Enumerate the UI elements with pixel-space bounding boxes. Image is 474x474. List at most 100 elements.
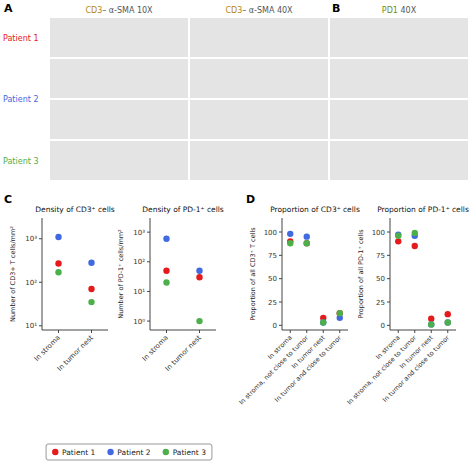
image-placeholder <box>330 18 468 57</box>
image-placeholder <box>190 100 328 139</box>
y-axis-label: Number of CD3+ T cells/mm² <box>9 226 17 322</box>
points <box>287 231 343 326</box>
y-tick <box>39 238 42 239</box>
point <box>55 269 61 275</box>
y-tick <box>39 282 42 283</box>
chart: 10¹10²10³In stromaIn tumor nestNumber of… <box>9 205 115 373</box>
x-tick <box>58 330 59 333</box>
image-placeholder <box>190 59 328 98</box>
y-tick <box>147 321 150 322</box>
y-axis-label: Proportion of all PD-1⁺ cells <box>357 229 365 319</box>
y-tick-label: 100 <box>372 229 385 237</box>
x-tick <box>339 330 340 333</box>
x-tick <box>414 330 415 333</box>
x-tick <box>306 330 307 333</box>
point <box>337 310 343 316</box>
y-tick <box>147 291 150 292</box>
point <box>428 321 434 327</box>
point <box>395 233 401 239</box>
point <box>445 319 451 325</box>
x-axis-line <box>42 330 108 331</box>
y-tick <box>387 255 390 256</box>
y-tick <box>147 232 150 233</box>
row-label: Patient 1 <box>3 34 39 43</box>
point <box>320 319 326 325</box>
y-axis-label: Proportion of all CD3⁺ T cells <box>249 227 257 321</box>
y-tick-label: 75 <box>268 252 277 260</box>
point <box>88 299 94 305</box>
point <box>196 318 202 324</box>
point <box>428 321 434 327</box>
legend-swatch <box>107 449 113 455</box>
point <box>163 279 169 285</box>
y-tick <box>39 325 42 326</box>
x-tick <box>91 330 92 333</box>
image-placeholder <box>190 18 328 57</box>
chart-title: Proportion of PD-1⁺ cells <box>377 205 469 214</box>
point <box>196 274 202 280</box>
y-tick-label: 50 <box>268 275 277 283</box>
y-tick-label: 10³ <box>133 229 145 237</box>
point <box>163 268 169 274</box>
point <box>320 319 326 325</box>
point <box>196 268 202 274</box>
point <box>445 311 451 317</box>
legend-frame <box>46 444 212 460</box>
point <box>304 240 310 246</box>
x-tick <box>431 330 432 333</box>
chart: 0255075100In stromaIn stroma, not close … <box>345 205 468 406</box>
y-axis-line <box>282 218 283 330</box>
legend-label: Patient 3 <box>173 448 206 457</box>
y-tick <box>279 325 282 326</box>
y-tick-label: 10² <box>133 258 145 266</box>
header-part: – α-SMA 10X <box>102 6 153 15</box>
legend-swatch <box>52 449 58 455</box>
x-tick-label: In tumor nest <box>164 334 203 373</box>
y-tick-label: 10³ <box>25 235 37 243</box>
x-tick <box>199 330 200 333</box>
points <box>163 236 202 325</box>
header-part: 40X <box>398 6 417 15</box>
y-tick-label: 0 <box>273 322 277 330</box>
header-part: – α-SMA 40X <box>242 6 293 15</box>
point <box>395 232 401 238</box>
chart: 0255075100In stromaIn stroma, not close … <box>237 205 359 406</box>
y-tick <box>147 261 150 262</box>
y-tick <box>279 278 282 279</box>
x-axis-line <box>150 330 216 331</box>
y-tick-label: 50 <box>376 275 385 283</box>
x-tick <box>447 330 448 333</box>
y-tick-label: 25 <box>376 299 385 307</box>
panel-label: B <box>332 2 340 15</box>
point <box>163 236 169 242</box>
x-tick-label: In stroma <box>141 334 170 363</box>
point <box>395 238 401 244</box>
y-tick <box>279 255 282 256</box>
image-placeholder <box>50 100 188 139</box>
point <box>287 231 293 237</box>
point <box>287 240 293 246</box>
image-placeholder <box>330 141 468 180</box>
panel-label: C <box>4 193 12 206</box>
y-tick-label: 0 <box>381 322 385 330</box>
y-axis-line <box>150 218 151 330</box>
point <box>428 316 434 322</box>
legend: Patient 1Patient 2Patient 3 <box>46 444 212 460</box>
y-tick-label: 25 <box>268 299 277 307</box>
x-tick-label: In stroma, not close to tumor <box>345 334 418 407</box>
chart-title: Density of CD3⁺ cells <box>35 205 115 214</box>
point <box>55 234 61 240</box>
point <box>445 319 451 325</box>
y-axis-label: Number of PD-1⁺ cells/mm² <box>117 229 125 319</box>
x-tick <box>398 330 399 333</box>
x-tick <box>166 330 167 333</box>
image-placeholder <box>330 59 468 98</box>
image-placeholder <box>190 141 328 180</box>
image-placeholder <box>50 59 188 98</box>
x-axis-line <box>390 330 456 331</box>
point <box>337 310 343 316</box>
image-placeholder <box>330 100 468 139</box>
x-tick-label: In tumor and close to tumor <box>273 334 343 404</box>
image-placeholder <box>50 141 188 180</box>
y-tick-label: 10² <box>25 279 37 287</box>
